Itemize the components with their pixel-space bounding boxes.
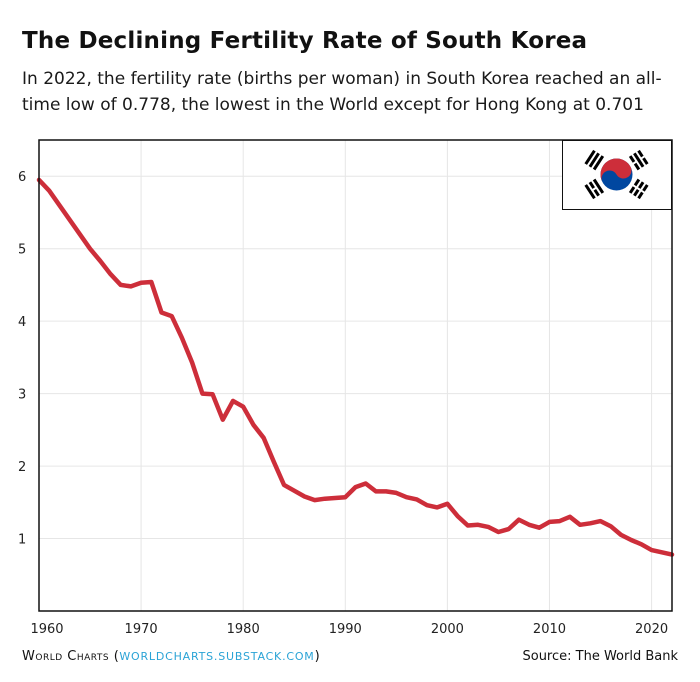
- brand-link[interactable]: worldcharts.substack.com: [119, 650, 315, 663]
- x-tick-label: 1990: [329, 622, 362, 637]
- footer-brand: World Charts (worldcharts.substack.com): [22, 649, 320, 664]
- chart-subtitle: In 2022, the fertility rate (births per …: [22, 69, 662, 115]
- x-tick-label: 1960: [30, 622, 63, 637]
- x-tick-label: 1970: [125, 622, 158, 637]
- plot-frame: [38, 139, 673, 612]
- fertility-rate-line: [36, 177, 675, 557]
- y-tick-label: 4: [18, 315, 26, 330]
- x-tick-label: 2010: [533, 622, 566, 637]
- y-tick-label: 6: [18, 170, 26, 185]
- south-korea-flag-icon: [562, 140, 672, 210]
- y-tick-label: 2: [18, 460, 26, 475]
- brand-name: World Charts: [22, 649, 110, 664]
- y-tick-label: 3: [18, 388, 26, 403]
- x-tick-label: 2020: [635, 622, 668, 637]
- y-tick-label: 5: [18, 243, 26, 258]
- x-tick-label: 2000: [431, 622, 464, 637]
- x-axis-ticks: 1960 1970 1980 1990 2000 2010 2020: [30, 622, 668, 637]
- y-tick-label: 1: [18, 533, 26, 548]
- x-tick-label: 1980: [227, 622, 260, 637]
- close-paren: ): [314, 649, 321, 664]
- chart-title: The Declining Fertility Rate of South Ko…: [22, 28, 588, 54]
- y-axis-ticks: 1 2 3 4 5 6: [18, 170, 26, 547]
- source-note: Source: The World Bank: [522, 649, 678, 664]
- open-paren: (: [113, 649, 120, 664]
- grid-lines: [38, 140, 672, 611]
